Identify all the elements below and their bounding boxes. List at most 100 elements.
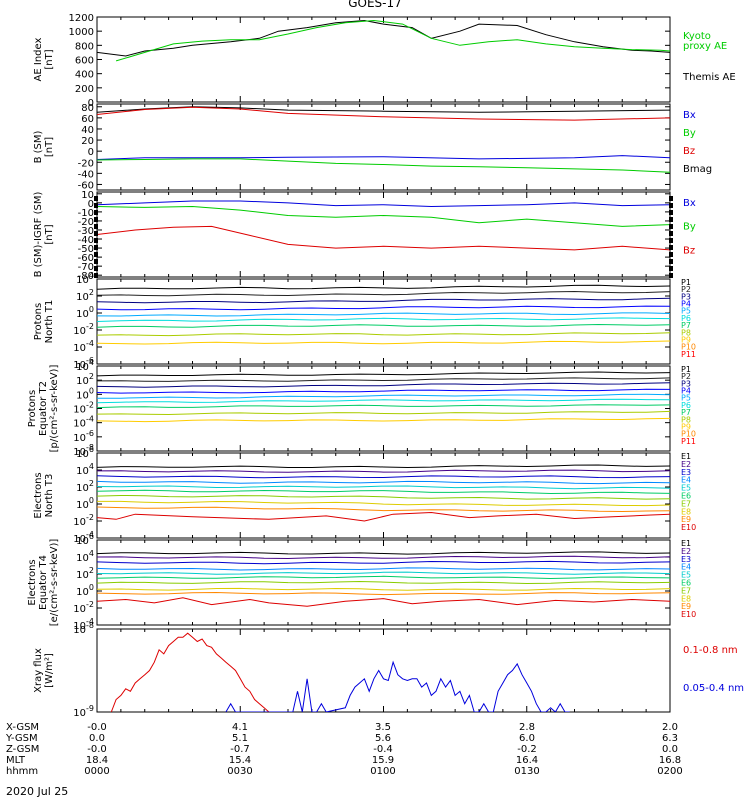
footer-value: 16.8 [659,755,681,766]
y-tick-label: 10-2 [73,600,94,615]
channel-legend-p4: P4 [681,387,691,396]
footer-value: 6.3 [662,733,678,744]
edge-marker [94,245,98,250]
channel-legend-e7: E7 [681,499,691,508]
channel-line-p8 [97,410,670,416]
y-axis-label: B (SM) [33,130,44,163]
channel-line-p3 [97,297,670,304]
channel-line-e8 [97,587,670,591]
y-tick-label: 10-8 [73,443,94,458]
channel-line-e9 [97,506,670,513]
edge-marker [669,273,673,278]
y-axis-label: Xray flux [33,648,44,693]
y-axis-label: [p/(cm²-s-sr-keV)] [49,365,60,453]
legend-0-1-0-8-nm: 0.1-0.8 nm [683,645,738,656]
channel-line-e7 [97,494,670,500]
series-line-by [97,205,670,227]
y-axis-label: B (SM)-IGRF (SM) [33,192,44,278]
channel-line-p9 [97,340,670,345]
channel-legend-p3: P3 [681,292,691,301]
channel-legend-p7: P7 [681,321,691,330]
y-axis-label: Protons [27,390,38,427]
legend-bx: Bx [683,198,696,209]
channel-noisy-line [97,511,670,522]
series-line-bz [97,106,670,121]
y-tick-label: -10 [78,208,94,219]
channel-legend-e9: E9 [681,602,691,611]
edge-marker [669,196,673,201]
y-axis-label: [nT] [44,137,55,157]
y-axis-label: Equator T4 [38,555,49,610]
edge-marker [94,217,98,222]
channel-line-e3 [97,475,670,479]
channel-legend-p4: P4 [681,300,691,309]
footer-value: 2.0 [662,722,678,733]
footer-row-label-x-gsm: X-GSM [6,722,39,733]
footer-value: 4.1 [232,722,248,733]
y-tick-label: 600 [75,56,94,67]
footer-value: 0.0 [662,744,678,755]
y-tick-label: 106 [76,532,94,547]
channel-line-p4 [97,305,670,311]
channel-legend-p9: P9 [681,422,691,431]
panel-frame-6 [96,452,671,539]
channel-legend-e2: E2 [681,547,691,556]
chart-title: GOES-17 [348,0,402,10]
legend-proxy-ae: proxy AE [683,41,727,52]
edge-marker [669,238,673,243]
channel-line-p6 [97,398,670,404]
channel-line-p6 [97,317,670,322]
channel-line-e5 [97,485,670,490]
channel-legend-e2: E2 [681,460,691,469]
channel-legend-e8: E8 [681,594,691,603]
y-tick-label: -70 [78,262,94,273]
footer-row-label-z-gsm: Z-GSM [6,744,39,755]
edge-marker [94,238,98,243]
footer-value: -0.0 [87,744,107,755]
series-line-bz [97,225,670,251]
footer-value: -0.4 [373,744,393,755]
footer-row-label-mlt: MLT [6,755,26,766]
channel-legend-e9: E9 [681,515,691,524]
y-tick-label: 10-4 [73,617,94,632]
panel-frame-8 [96,628,671,713]
channel-legend-p11: P11 [681,350,696,359]
y-tick-label: 1200 [69,13,94,24]
channel-legend-p8: P8 [681,415,691,424]
edge-marker [94,231,98,236]
channel-legend-e8: E8 [681,507,691,516]
edge-marker [669,210,673,215]
footer-value: 0.0 [89,733,105,744]
series-line-0-05-0-4-nm [225,660,570,712]
y-axis-label: Equator T2 [38,381,49,436]
channel-line-e2 [97,469,670,473]
y-tick-label: 104 [76,462,94,477]
channel-legend-e5: E5 [681,571,691,580]
y-tick-label: -40 [78,235,94,246]
edge-marker [669,245,673,250]
legend-bx: Bx [683,110,696,121]
y-tick-label: 40 [81,125,94,136]
channel-line-e3 [97,560,670,565]
legend-by: By [683,128,696,139]
y-tick-label: 104 [76,549,94,564]
y-tick-label: 10-2 [73,322,94,337]
channel-line-e6 [97,489,670,495]
y-tick-label: 10-2 [73,513,94,528]
channel-legend-e1: E1 [681,452,691,461]
y-tick-label: -20 [78,158,94,169]
y-tick-label: 106 [76,445,94,460]
channel-legend-e4: E4 [681,563,691,572]
y-tick-label: 10-2 [73,401,94,416]
legend-0-05-0-4-nm: 0.05-0.4 nm [683,683,744,694]
legend-bz: Bz [683,245,695,256]
panel-frame-1 [96,16,671,103]
channel-line-e4 [97,567,670,571]
legend-bz: Bz [683,146,695,157]
footer-value: 5.6 [375,733,391,744]
channel-legend-e10: E10 [681,523,696,532]
channel-line-e1 [97,551,670,555]
channel-line-p5 [97,312,670,317]
footer-value: 6.0 [519,733,535,744]
